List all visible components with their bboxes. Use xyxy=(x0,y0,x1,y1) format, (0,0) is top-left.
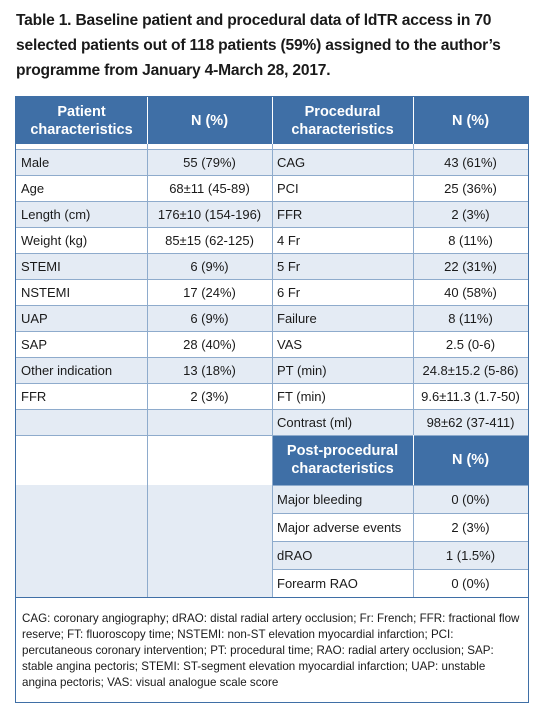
column-divider xyxy=(272,144,273,597)
patient-label: SAP xyxy=(21,336,48,352)
patient-label: Weight (kg) xyxy=(21,232,88,248)
table-row: SAP 28 (40%) VAS 2.5 (0-6) xyxy=(16,331,528,357)
column-divider xyxy=(147,144,148,597)
header-n-percent-2: N (%) xyxy=(413,97,528,144)
procedural-value: 8 (11%) xyxy=(448,310,493,326)
table-caption: Table 1. Baseline patient and procedural… xyxy=(16,12,501,79)
patient-value: 176±10 (154-196) xyxy=(157,206,262,222)
table-row: Forearm RAO 0 (0%) xyxy=(16,569,528,597)
header-procedural-characteristics: Procedural characteristics xyxy=(272,97,413,144)
procedural-value: 22 (31%) xyxy=(444,258,497,274)
header-n-percent-1: N (%) xyxy=(147,97,272,144)
table-bottom-rule xyxy=(16,597,528,598)
header-post-procedural-characteristics: Post-procedural characteristics xyxy=(272,435,413,485)
procedural-label: 4 Fr xyxy=(277,232,301,248)
patient-label: NSTEMI xyxy=(21,284,71,300)
patient-empty xyxy=(16,541,147,569)
table-row: Major bleeding 0 (0%) xyxy=(16,485,528,513)
post-value: 0 (0%) xyxy=(413,485,528,513)
patient-empty xyxy=(147,569,272,597)
procedural-value: 2.5 (0-6) xyxy=(445,336,496,352)
patient-empty xyxy=(147,485,272,513)
table-header-row: Patient characteristics N (%) Procedural… xyxy=(16,97,528,144)
patient-empty xyxy=(16,409,147,435)
procedural-value: 25 (36%) xyxy=(444,180,497,196)
patient-empty xyxy=(147,541,272,569)
post-label: Forearm RAO xyxy=(277,575,358,591)
patient-value: 6 (9%) xyxy=(190,258,229,274)
procedural-label: FT (min) xyxy=(277,388,326,404)
procedural-value: 40 (58%) xyxy=(444,284,497,300)
procedural-label: 6 Fr xyxy=(277,284,301,300)
table-row: Age 68±11 (45-89) PCI 25 (36%) xyxy=(16,175,528,201)
patient-empty xyxy=(16,569,147,597)
table-row: dRAO 1 (1.5%) xyxy=(16,541,528,569)
procedural-value: 24.8±15.2 (5-86) xyxy=(422,362,519,378)
procedural-value: 98±62 (37-411) xyxy=(426,414,515,430)
patient-label: Age xyxy=(21,180,45,196)
procedural-value: 9.6±11.3 (1.7-50) xyxy=(421,388,520,404)
column-divider xyxy=(413,144,414,435)
post-value: 0 (0%) xyxy=(451,575,490,591)
procedural-label: 5 Fr xyxy=(277,258,301,274)
procedural-value: 8 (11%) xyxy=(448,232,493,248)
patient-empty xyxy=(16,435,147,485)
post-label: dRAO xyxy=(272,541,413,569)
patient-empty xyxy=(147,435,272,485)
patient-label: UAP xyxy=(21,310,48,326)
post-procedural-header-row: Post-procedural characteristics N (%) xyxy=(16,435,528,485)
header-divider xyxy=(272,97,273,144)
post-value: 1 (1.5%) xyxy=(413,541,528,569)
table-frame: Patient characteristics N (%) Procedural… xyxy=(15,96,529,703)
patient-value: 68±11 (45-89) xyxy=(169,180,250,196)
patient-value: 28 (40%) xyxy=(183,336,236,352)
patient-value: 17 (24%) xyxy=(183,284,236,300)
procedural-label: PT (min) xyxy=(277,362,327,378)
header-n-percent-3: N (%) xyxy=(413,435,528,485)
post-label: Major bleeding xyxy=(272,485,413,513)
patient-label: Length (cm) xyxy=(21,206,91,222)
post-label: Major adverse events xyxy=(277,519,402,535)
patient-value: 85±15 (62-125) xyxy=(165,232,254,248)
row-divider xyxy=(272,569,528,570)
patient-empty xyxy=(16,485,147,513)
patient-label: Other indication xyxy=(21,362,113,378)
header-divider xyxy=(147,97,148,144)
patient-value: 6 (9%) xyxy=(190,310,229,326)
patient-label: STEMI xyxy=(21,258,61,274)
header-divider xyxy=(413,435,414,485)
table-row: NSTEMI 17 (24%) 6 Fr 40 (58%) xyxy=(16,279,528,305)
row-divider xyxy=(272,485,528,486)
procedural-value: 2 (3%) xyxy=(451,206,490,222)
patient-value: 13 (18%) xyxy=(183,362,236,378)
patient-value: 2 (3%) xyxy=(190,388,229,404)
row-divider xyxy=(272,541,528,542)
procedural-label: Failure xyxy=(277,310,317,326)
table-row: Major adverse events 2 (3%) xyxy=(16,513,528,541)
procedural-label: Contrast (ml) xyxy=(277,414,353,430)
post-value: 2 (3%) xyxy=(451,519,490,535)
header-patient-characteristics: Patient characteristics xyxy=(16,97,147,144)
procedural-label: FFR xyxy=(277,206,303,222)
procedural-label: PCI xyxy=(277,180,299,196)
table-footnote: CAG: coronary angiography; dRAO: distal … xyxy=(22,612,520,689)
procedural-label: VAS xyxy=(277,336,303,352)
table-row: Contrast (ml) 98±62 (37-411) xyxy=(16,409,528,435)
table-row: Weight (kg) 85±15 (62-125) 4 Fr 8 (11%) xyxy=(16,227,528,253)
column-divider xyxy=(413,485,414,597)
patient-empty xyxy=(147,409,272,435)
patient-label: Male xyxy=(21,154,50,170)
table-row: FFR 2 (3%) FT (min) 9.6±11.3 (1.7-50) xyxy=(16,383,528,409)
procedural-value: 43 (61%) xyxy=(444,154,497,170)
patient-empty xyxy=(16,513,147,541)
procedural-label: CAG xyxy=(277,154,306,170)
header-divider xyxy=(413,97,414,144)
patient-label: FFR xyxy=(21,388,47,404)
patient-empty xyxy=(147,513,272,541)
patient-value: 55 (79%) xyxy=(183,154,236,170)
row-divider xyxy=(272,513,528,514)
